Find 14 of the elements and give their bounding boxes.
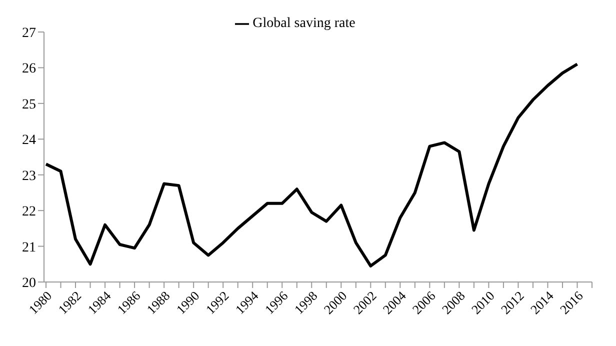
y-tick-label: 23 bbox=[22, 168, 36, 184]
x-tick-label: 1982 bbox=[55, 288, 84, 318]
y-tick-label: 25 bbox=[22, 97, 36, 112]
y-tick-label: 20 bbox=[22, 276, 36, 291]
y-tick-label: 27 bbox=[22, 26, 36, 41]
line-series bbox=[44, 62, 579, 268]
y-tick-label: 21 bbox=[22, 240, 36, 256]
x-tick-label: 1990 bbox=[173, 288, 202, 318]
y-tick-label: 26 bbox=[22, 62, 36, 77]
x-tick-label: 1980 bbox=[26, 288, 55, 318]
x-tick-label: 1992 bbox=[202, 288, 232, 318]
y-tick-label: 22 bbox=[22, 204, 36, 220]
legend-label: Global saving rate bbox=[252, 16, 356, 31]
y-tick-label: 24 bbox=[22, 133, 36, 148]
